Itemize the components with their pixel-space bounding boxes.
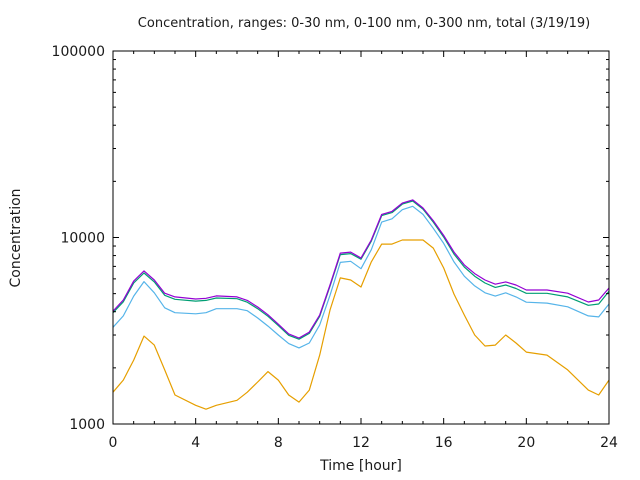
x-tick-label: 16 [435,435,453,451]
series-line-0-100-nm [112,205,610,349]
plot-frame [112,50,610,425]
series-line-0-30-nm [112,239,610,410]
chart-title: Concentration, ranges: 0-30 nm, 0-100 nm… [138,16,590,31]
x-tick-label: 8 [274,435,283,451]
series-line-0-300-nm [112,200,610,340]
x-tick-label: 12 [352,435,370,451]
x-axis: 0 4 8 12 16 20 24 [109,51,618,451]
y-axis: 1000 10000 100000 [52,44,609,433]
y-tick-label: 1000 [69,417,105,433]
x-tick-label: 20 [517,435,535,451]
series-layer [112,199,610,410]
x-tick-label: 0 [109,435,118,451]
y-tick-label: 100000 [52,44,105,60]
y-axis-label: Concentration [8,188,24,287]
x-axis-label: Time [hour] [319,458,402,474]
x-tick-label: 24 [600,435,618,451]
x-tick-label: 4 [191,435,200,451]
y-tick-label: 10000 [60,231,105,247]
series-line-total [112,199,610,339]
